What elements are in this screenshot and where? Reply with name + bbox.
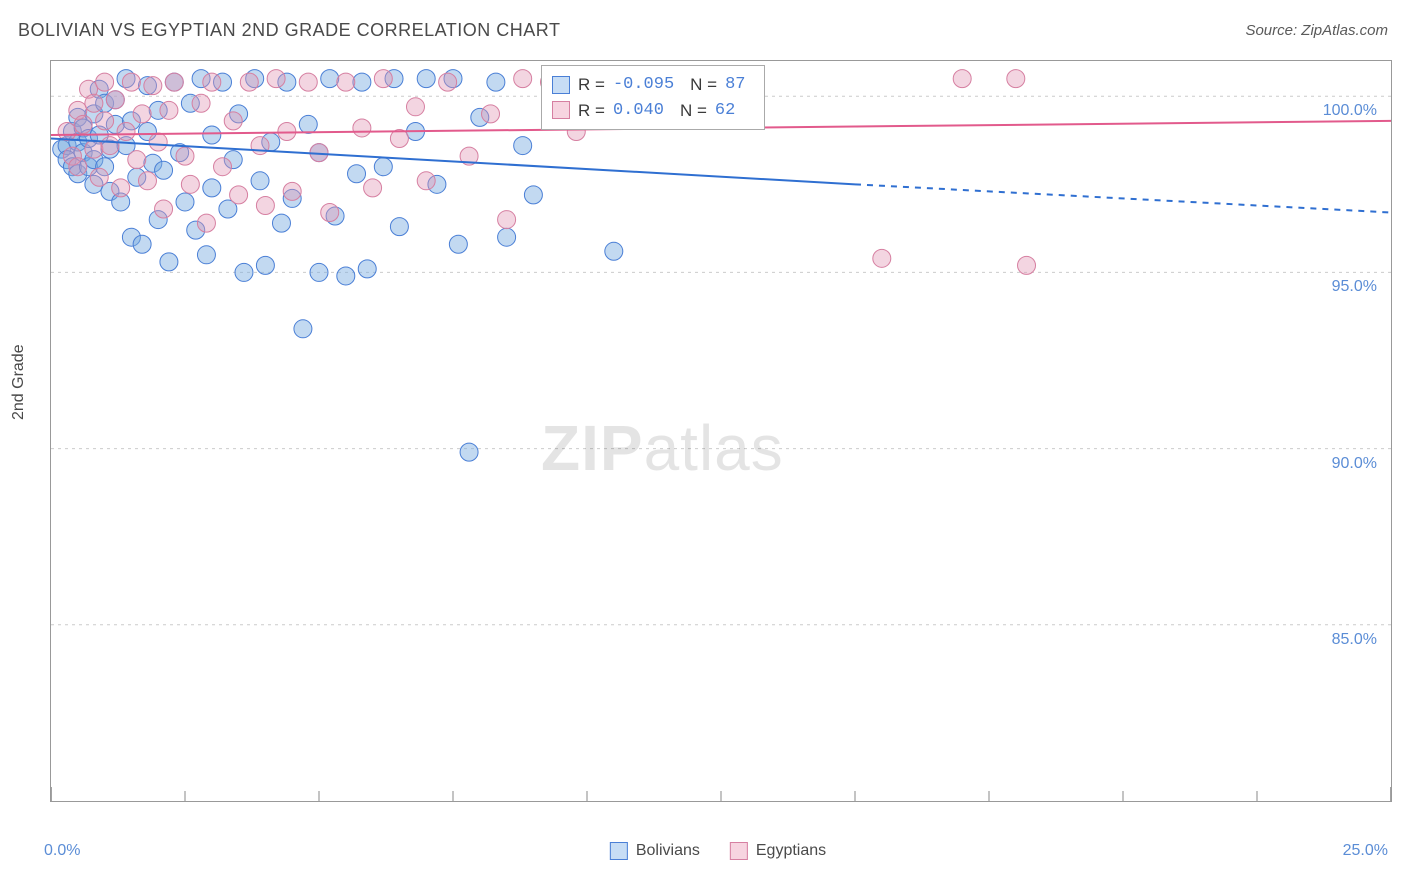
series-swatch bbox=[552, 101, 570, 119]
r-label: R = bbox=[578, 72, 605, 98]
stats-legend-box: R =-0.095N =87R = 0.040N =62 bbox=[541, 65, 765, 130]
legend-item: Bolivians bbox=[610, 842, 700, 860]
scatter-plot-svg bbox=[51, 61, 1391, 801]
n-value: 62 bbox=[715, 98, 735, 124]
r-value: -0.095 bbox=[613, 72, 674, 98]
series-swatch bbox=[552, 76, 570, 94]
r-label: R = bbox=[578, 98, 605, 124]
r-value: 0.040 bbox=[613, 98, 664, 124]
legend-label: Egyptians bbox=[756, 842, 826, 860]
bottom-legend: Bolivians Egyptians bbox=[610, 842, 826, 860]
y-tick-label: 90.0% bbox=[1332, 455, 1377, 473]
y-tick-label: 85.0% bbox=[1332, 631, 1377, 649]
legend-swatch bbox=[610, 842, 628, 860]
y-tick-label: 95.0% bbox=[1332, 278, 1377, 296]
chart-area: ZIPatlas R =-0.095N =87R = 0.040N =62 85… bbox=[50, 60, 1392, 802]
y-axis-label: 2nd Grade bbox=[10, 344, 28, 420]
n-value: 87 bbox=[725, 72, 745, 98]
legend-item: Egyptians bbox=[730, 842, 826, 860]
stats-row: R = 0.040 N = 62 bbox=[552, 98, 754, 124]
legend-label: Bolivians bbox=[636, 842, 700, 860]
source-label: Source: ZipAtlas.com bbox=[1245, 22, 1388, 39]
legend-swatch bbox=[730, 842, 748, 860]
y-tick-label: 100.0% bbox=[1323, 102, 1377, 120]
n-label: N = bbox=[690, 72, 717, 98]
x-tick-max: 25.0% bbox=[1343, 842, 1388, 860]
stats-row: R = -0.095 N = 87 bbox=[552, 72, 754, 98]
n-label: N = bbox=[680, 98, 707, 124]
x-tick-min: 0.0% bbox=[44, 842, 80, 860]
chart-title: BOLIVIAN VS EGYPTIAN 2ND GRADE CORRELATI… bbox=[18, 20, 560, 40]
